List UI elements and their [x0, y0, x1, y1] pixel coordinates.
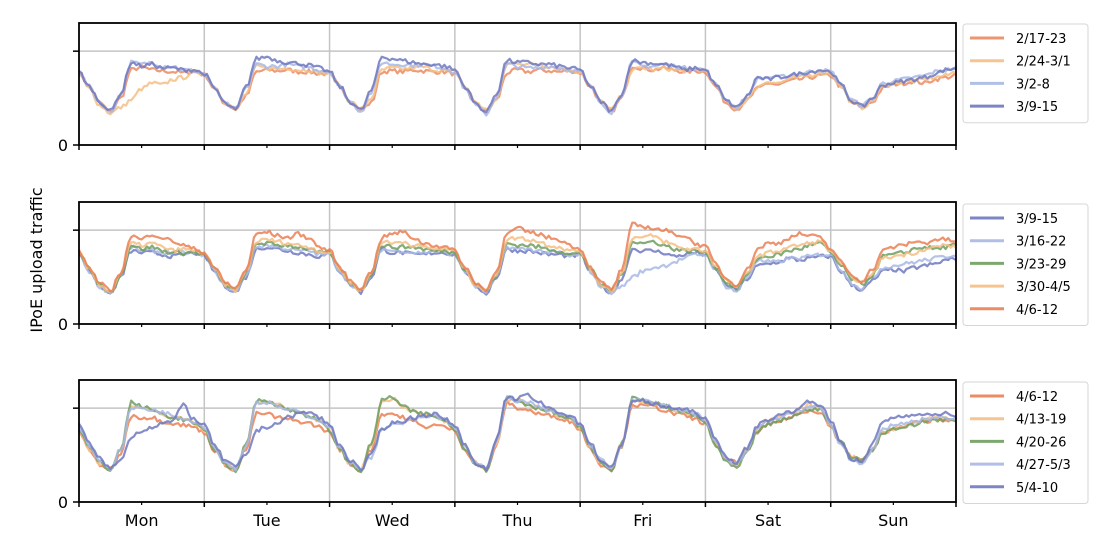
legend-label: 3/2-8 — [1016, 77, 1050, 92]
x-tick-label-thu: Thu — [501, 511, 532, 530]
legend: 4/6-12 4/13-19 4/20-26 4/27-5/3 5/4-10 — [963, 382, 1088, 504]
y-tick-label-zero: 0 — [58, 315, 68, 334]
legend-label: 4/20-26 — [1016, 435, 1066, 450]
legend: 3/9-15 3/16-22 3/23-29 3/30-4/5 4/6-12 — [963, 204, 1088, 326]
y-axis-label: IPoE upload traffic — [27, 187, 46, 332]
legend-label: 3/9-15 — [1016, 212, 1058, 227]
series-line-2/17-23 — [79, 65, 956, 111]
x-tick-label-fri: Fri — [633, 511, 652, 530]
legend-label: 4/6-12 — [1016, 390, 1058, 405]
y-tick-label-zero: 0 — [58, 493, 68, 512]
legend-label: 5/4-10 — [1016, 481, 1058, 496]
series-line-3/2-8 — [79, 61, 956, 116]
legend-label: 3/16-22 — [1016, 235, 1066, 250]
x-tick-label-wed: Wed — [375, 511, 410, 530]
legend-label: 4/27-5/3 — [1016, 458, 1071, 473]
x-tick-label-mon: Mon — [125, 511, 159, 530]
panel-2: 0 3/9-15 3/16-22 3/23-29 3/30-4/5 4/6-12 — [58, 202, 1088, 334]
legend-label: 2/24-3/1 — [1016, 55, 1071, 70]
x-tick-label-sun: Sun — [878, 511, 908, 530]
legend-label: 3/9-15 — [1016, 100, 1058, 115]
series-line-5/4-10 — [79, 394, 956, 471]
x-tick-labels: Mon Tue Wed Thu Fri Sat Sun — [125, 511, 909, 530]
y-tick-label-zero: 0 — [58, 136, 68, 155]
x-tick-label-tue: Tue — [252, 511, 280, 530]
legend-label: 4/13-19 — [1016, 413, 1066, 428]
legend: 2/17-23 2/24-3/1 3/2-8 3/9-15 — [963, 24, 1088, 123]
legend-label: 3/30-4/5 — [1016, 280, 1071, 295]
legend-label: 3/23-29 — [1016, 257, 1066, 272]
panel-1: 0 2/17-23 2/24-3/1 3/2-8 3/9-15 — [58, 23, 1088, 155]
legend-label: 4/6-12 — [1016, 303, 1058, 318]
x-tick-label-sat: Sat — [755, 511, 781, 530]
legend-label: 2/17-23 — [1016, 32, 1066, 47]
panel-3: 0 4/6-12 4/13-19 4/20-26 4/27-5/3 5/4-10 — [58, 380, 1088, 512]
